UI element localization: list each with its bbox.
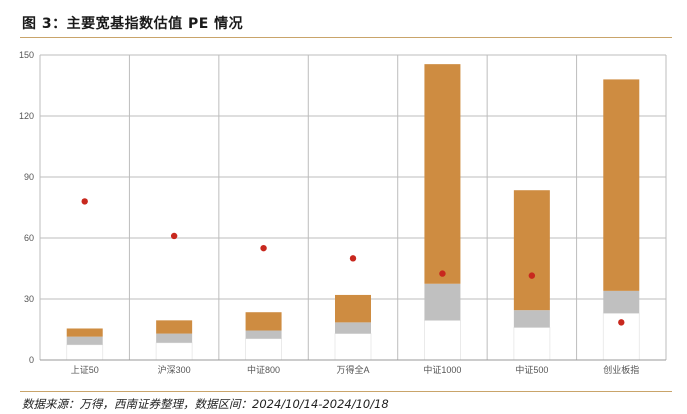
bar-segment-low <box>66 344 104 361</box>
current-pe-point <box>528 272 536 279</box>
y-tick-label: 0 <box>29 355 34 365</box>
bar-segment-high <box>513 190 550 311</box>
bar-segment-high <box>66 328 103 337</box>
bar-segment-mid <box>245 330 282 339</box>
bar-segment-mid <box>513 310 550 328</box>
y-tick-label: 120 <box>19 111 34 121</box>
current-pe-point <box>349 255 357 262</box>
current-pe-point <box>170 232 178 240</box>
bar-segment-mid <box>335 322 371 334</box>
title-rule <box>20 37 672 38</box>
y-tick-label: 150 <box>19 50 34 60</box>
bar-segment-mid <box>156 333 193 343</box>
y-tick-label: 90 <box>24 172 34 182</box>
bar-segment-low <box>334 333 372 361</box>
bar-segment-high <box>424 64 461 284</box>
y-tick-label: 30 <box>24 294 34 304</box>
current-pe-point <box>439 270 446 277</box>
bar-segment-mid <box>66 336 103 345</box>
y-tick-label: 60 <box>24 233 34 243</box>
x-tick-label: 中证500 <box>515 364 548 375</box>
x-tick-label: 中证1000 <box>423 364 461 375</box>
bar-segment-high <box>335 294 371 323</box>
bar-segment-low <box>155 342 193 361</box>
bar-segment-mid <box>424 283 461 321</box>
bar-segment-low <box>513 327 551 361</box>
data-source-note: 数据来源：万得，西南证券整理，数据区间：2024/10/14-2024/10/1… <box>22 397 389 411</box>
bar-segment-low <box>245 338 282 361</box>
bar-segment-low <box>424 319 461 361</box>
source-rule <box>20 391 672 392</box>
x-tick-label: 中证800 <box>247 364 280 375</box>
current-pe-point <box>81 198 88 205</box>
bar-segment-high <box>245 312 282 331</box>
current-pe-point <box>260 244 267 252</box>
current-pe-point <box>618 319 625 326</box>
x-tick-label: 沪深300 <box>158 364 191 375</box>
bar-segment-high <box>156 320 193 334</box>
x-tick-label: 创业板指 <box>603 364 639 375</box>
bar-segment-high <box>603 79 640 291</box>
chart-title: 图 3：主要宽基指数估值 PE 情况 <box>22 16 244 32</box>
bar-segment-mid <box>603 290 640 314</box>
x-tick-label: 上证50 <box>71 365 99 375</box>
x-tick-label: 万得全A <box>336 364 369 375</box>
